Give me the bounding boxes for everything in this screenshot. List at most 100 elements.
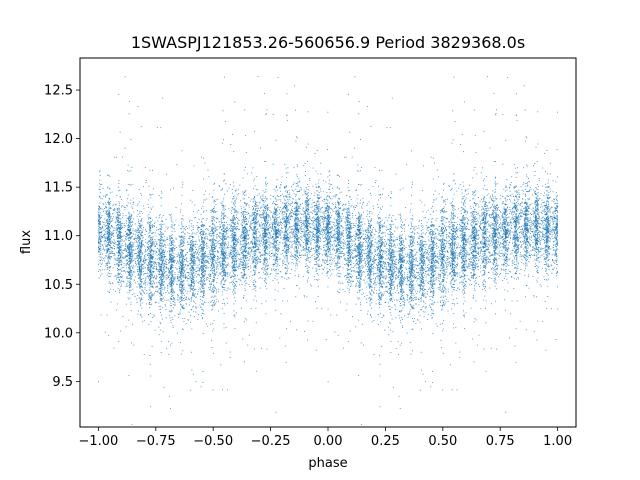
- data-point: [170, 255, 172, 257]
- data-point: [404, 267, 406, 269]
- data-point: [482, 283, 484, 285]
- data-point: [506, 210, 508, 212]
- data-point: [368, 235, 370, 237]
- data-point: [294, 223, 296, 225]
- data-point: [351, 236, 352, 238]
- data-point: [317, 225, 319, 226]
- data-point: [452, 277, 454, 279]
- data-point: [209, 287, 211, 288]
- data-point: [211, 242, 213, 244]
- data-point: [327, 248, 328, 250]
- data-point: [159, 276, 161, 278]
- data-point: [252, 262, 254, 263]
- data-point: [268, 231, 270, 233]
- data-point: [119, 189, 121, 191]
- data-point: [181, 240, 183, 241]
- data-point: [190, 288, 192, 289]
- data-point: [301, 239, 303, 241]
- data-point: [178, 263, 180, 265]
- data-point: [415, 257, 417, 259]
- data-point: [441, 242, 443, 244]
- data-point: [369, 211, 370, 213]
- data-point: [306, 188, 308, 190]
- data-point: [463, 217, 465, 218]
- data-point: [473, 272, 475, 274]
- data-point: [358, 298, 359, 300]
- data-point: [423, 283, 425, 285]
- data-point: [399, 268, 401, 270]
- data-point: [444, 229, 445, 231]
- data-point: [200, 214, 202, 216]
- data-point: [100, 266, 102, 267]
- data-point: [208, 273, 210, 275]
- data-point: [338, 266, 340, 268]
- data-point: [458, 253, 460, 255]
- data-point: [494, 204, 496, 206]
- data-point: [547, 229, 549, 231]
- data-point: [494, 252, 496, 253]
- data-point: [457, 224, 458, 225]
- data-point: [402, 300, 404, 302]
- data-point: [139, 223, 141, 225]
- data-point: [104, 249, 106, 251]
- data-point: [370, 221, 372, 223]
- data-point: [205, 232, 207, 234]
- data-point: [373, 354, 375, 355]
- data-point: [201, 226, 202, 228]
- data-point: [468, 284, 470, 286]
- data-point: [340, 235, 342, 237]
- data-point: [111, 235, 112, 237]
- data-point: [267, 207, 269, 209]
- data-point: [200, 243, 202, 245]
- data-point: [341, 219, 343, 221]
- data-point: [213, 232, 215, 234]
- data-point: [131, 215, 133, 217]
- data-point: [522, 228, 523, 230]
- data-point: [381, 249, 383, 251]
- data-point: [529, 222, 531, 223]
- data-point: [362, 228, 364, 230]
- data-point: [535, 208, 537, 210]
- data-point: [162, 301, 164, 302]
- data-point: [526, 221, 528, 223]
- data-point: [430, 247, 432, 249]
- data-point: [182, 259, 184, 261]
- data-point: [485, 231, 486, 233]
- data-point: [486, 213, 488, 215]
- data-point: [506, 230, 508, 232]
- data-point: [495, 269, 497, 271]
- data-point: [384, 232, 386, 234]
- data-point: [201, 260, 203, 262]
- data-point: [312, 235, 314, 237]
- data-point: [402, 297, 404, 299]
- data-point: [147, 266, 149, 268]
- data-point: [377, 298, 379, 300]
- data-point: [483, 250, 485, 252]
- data-point: [253, 198, 255, 200]
- data-point: [464, 327, 465, 329]
- data-point: [190, 262, 192, 264]
- data-point: [367, 236, 369, 237]
- data-point: [154, 290, 156, 292]
- data-point: [483, 178, 485, 180]
- data-point: [209, 233, 211, 235]
- data-point: [523, 85, 525, 87]
- data-point: [185, 253, 187, 255]
- data-point: [537, 225, 539, 227]
- data-point: [336, 258, 338, 260]
- data-point: [361, 230, 363, 232]
- data-point: [378, 280, 380, 281]
- data-point: [112, 283, 114, 285]
- data-point: [239, 284, 241, 286]
- data-point: [536, 210, 537, 212]
- data-point: [451, 242, 452, 243]
- data-point: [514, 239, 516, 241]
- data-point: [282, 231, 284, 233]
- data-point: [265, 270, 267, 272]
- data-point: [507, 228, 509, 229]
- data-point: [368, 277, 370, 279]
- data-point: [472, 277, 474, 279]
- data-point: [196, 256, 198, 258]
- data-point: [299, 222, 301, 223]
- data-point: [495, 216, 497, 218]
